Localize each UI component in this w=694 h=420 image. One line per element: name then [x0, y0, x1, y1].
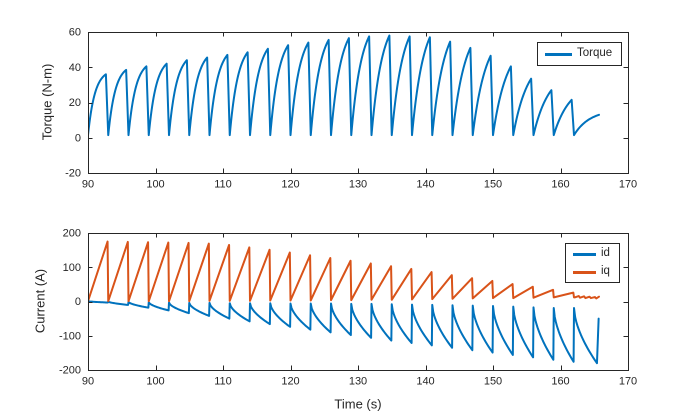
torque-legend[interactable]: Torque: [537, 42, 622, 66]
id-legend-label: id: [601, 247, 610, 260]
torque-legend-line-icon: [545, 52, 572, 56]
time-x-axis-label: Time (s): [334, 396, 382, 412]
torque-y-axis-label: Torque (N-m): [39, 63, 55, 141]
legend-entry-iq: iq: [566, 263, 619, 281]
torque-legend-label: Torque: [577, 47, 613, 60]
id-legend-line-icon: [573, 252, 596, 256]
iq-legend-line-icon: [573, 270, 596, 274]
current-legend[interactable]: id iq: [565, 243, 620, 283]
current-y-axis-label: Current (A): [32, 268, 48, 334]
iq-legend-label: iq: [601, 265, 610, 278]
legend-entry-torque: Torque: [538, 45, 621, 63]
legend-entry-id: id: [566, 245, 619, 263]
